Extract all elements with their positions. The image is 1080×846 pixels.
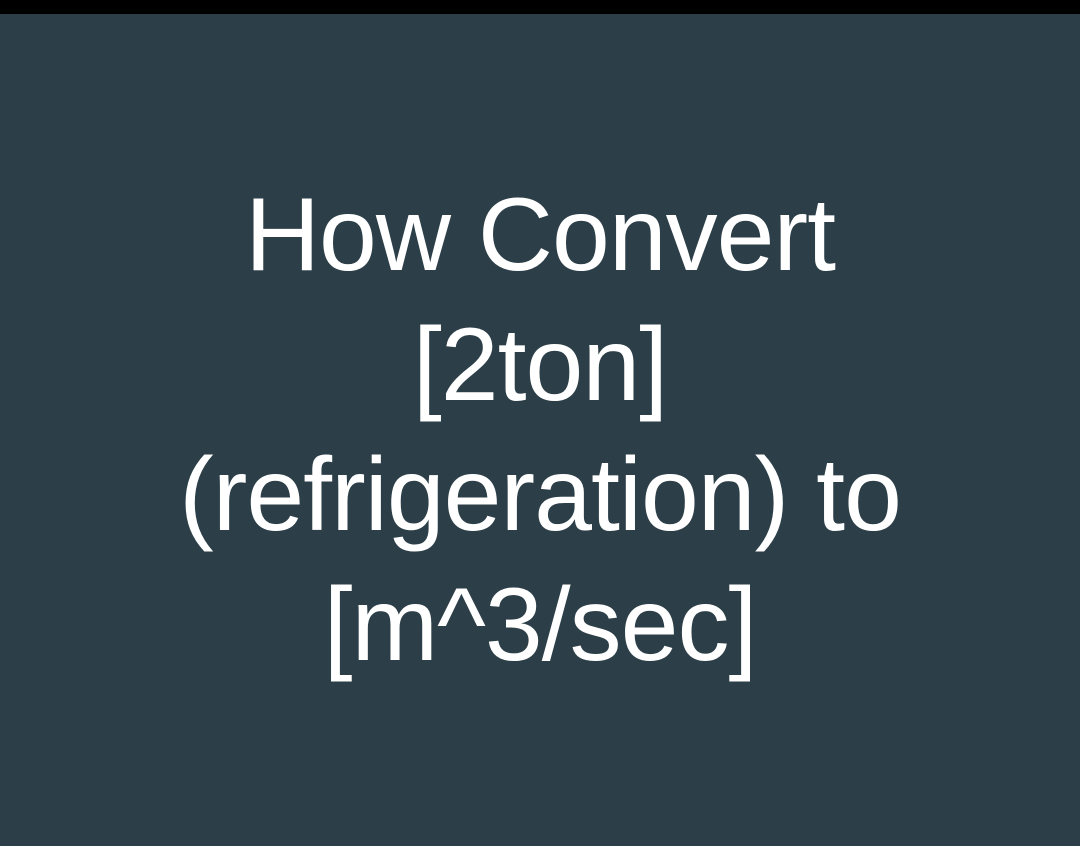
- text-line-2: [2ton]: [179, 300, 901, 430]
- slide-panel: How Convert [2ton] (refrigeration) to [m…: [0, 14, 1080, 846]
- slide-text: How Convert [2ton] (refrigeration) to [m…: [179, 170, 901, 690]
- text-line-4: [m^3/sec]: [179, 560, 901, 690]
- text-line-1: How Convert: [179, 170, 901, 300]
- top-bar: [0, 0, 1080, 14]
- text-line-3: (refrigeration) to: [179, 430, 901, 560]
